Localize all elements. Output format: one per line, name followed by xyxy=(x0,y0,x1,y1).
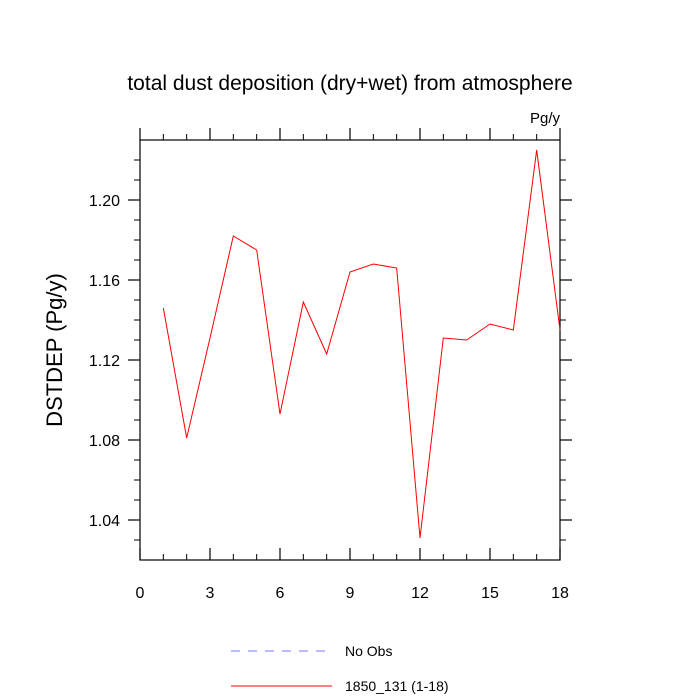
x-tick-label: 3 xyxy=(206,585,215,602)
y-tick-label: 1.20 xyxy=(89,193,120,210)
x-tick-label: 15 xyxy=(481,585,499,602)
legend-label: No Obs xyxy=(345,643,392,659)
x-tick-label: 18 xyxy=(551,585,569,602)
axis-ticks xyxy=(128,128,572,560)
chart-title: total dust deposition (dry+wet) from atm… xyxy=(127,72,572,95)
x-tick-labels: 0 3 6 9 12 15 18 xyxy=(136,585,569,602)
legend-label: 1850_131 (1-18) xyxy=(345,678,449,694)
y-axis-label: DSTDEP (Pg/y) xyxy=(42,273,67,427)
series-line xyxy=(162,149,561,539)
x-tick-label: 9 xyxy=(346,585,355,602)
y-tick-label: 1.16 xyxy=(89,273,120,290)
legend: No Obs 1850_131 (1-18) xyxy=(231,643,449,694)
series-group xyxy=(162,149,561,539)
x-tick-label: 12 xyxy=(411,585,429,602)
plot-frame xyxy=(139,139,561,561)
y-tick-label: 1.12 xyxy=(89,353,120,370)
y-tick-labels: 1.04 1.08 1.12 1.16 1.20 xyxy=(89,193,120,530)
x-tick-label: 6 xyxy=(276,585,285,602)
units-label: Pg/y xyxy=(530,110,561,127)
x-tick-label: 0 xyxy=(136,585,145,602)
y-tick-label: 1.08 xyxy=(89,433,120,450)
y-tick-label: 1.04 xyxy=(89,513,120,530)
